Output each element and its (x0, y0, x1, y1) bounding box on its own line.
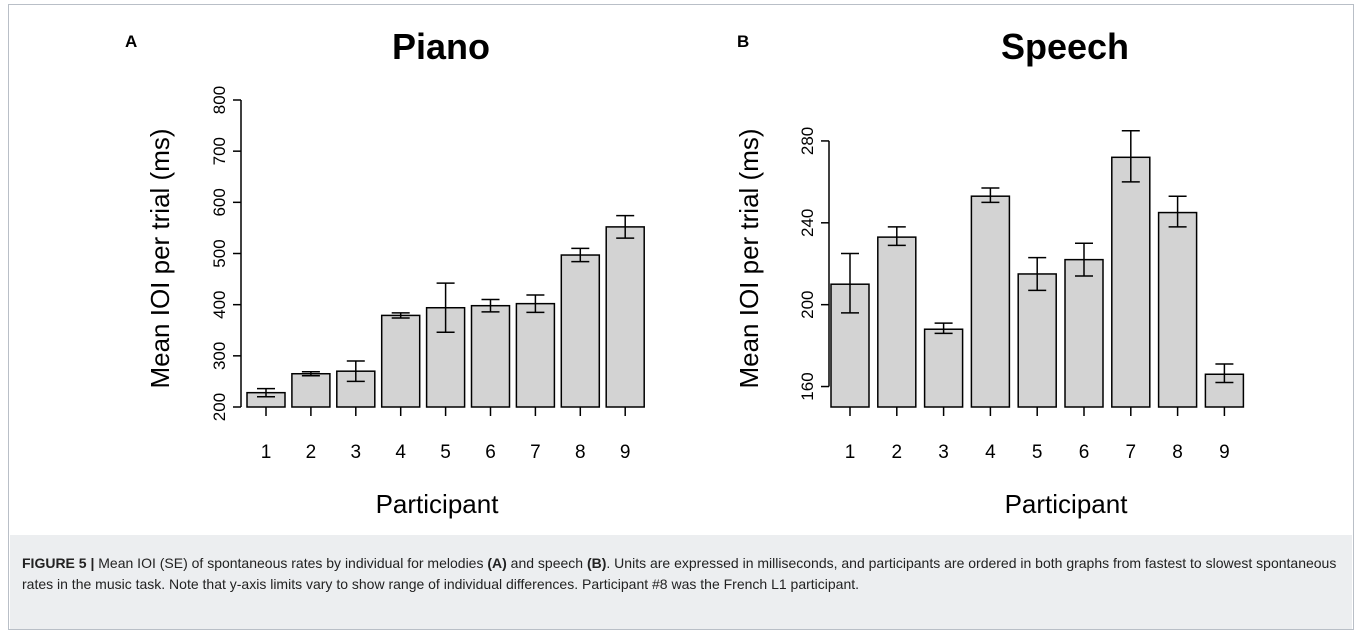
caption-ref-b: (B) (586, 555, 607, 571)
x-tick-label: 7 (530, 442, 541, 463)
x-tick-label: 3 (938, 442, 949, 463)
y-tick-label: 200 (798, 290, 817, 318)
y-tick-label: 280 (798, 127, 817, 155)
x-tick-label: 4 (985, 442, 996, 463)
x-axis-label: Participant (1005, 489, 1129, 519)
panel-a-letter: A (125, 32, 137, 51)
x-tick-label: 4 (395, 442, 406, 463)
x-tick-label: 9 (620, 442, 631, 463)
x-tick-label: 8 (575, 442, 586, 463)
x-tick-label: 2 (892, 442, 903, 463)
figure: A Piano 200 300 400 500 600 700 800 Mean IOI per … (8, 4, 1354, 630)
x-tick-label: 7 (1126, 442, 1137, 463)
bar (970, 195, 1011, 408)
caption-text-1: Mean IOI (SE) of spontaneous rates by in… (94, 555, 488, 571)
caption-ref-a: (A) (487, 555, 507, 571)
caption-figure-label: FIGURE 5 | (22, 555, 95, 571)
bar (605, 226, 645, 408)
x-tick-label: 2 (306, 442, 317, 463)
bar (380, 314, 421, 408)
y-tick-label: 500 (210, 239, 229, 267)
panel-b-letter: B (737, 32, 749, 51)
x-tick-label: 9 (1219, 442, 1230, 463)
x-tick-label: 5 (440, 442, 451, 463)
bar (515, 302, 556, 408)
y-tick-label: 200 (210, 393, 229, 421)
y-axis-label: Mean IOI per trial (ms) (145, 128, 175, 388)
bar (1111, 156, 1151, 408)
figure-caption: FIGURE 5 | Mean IOI (SE) of spontaneous … (10, 535, 1352, 629)
x-tick-label: 6 (1079, 442, 1090, 463)
panel-a-title: Piano (392, 26, 490, 67)
bar (470, 304, 511, 408)
chart-canvas: A Piano 200 300 400 500 600 700 800 Mean IOI per … (125, 26, 1245, 519)
caption-text-2: and speech (506, 555, 587, 571)
x-tick-label: 1 (261, 442, 272, 463)
y-axis-label: Mean IOI per trial (ms) (734, 128, 764, 388)
bar (1017, 273, 1057, 408)
caption-text-3: . Units are expressed in milliseconds, a… (22, 555, 1337, 592)
y-tick-label: 700 (210, 137, 229, 165)
x-tick-label: 3 (351, 442, 362, 463)
panel-b-speech: B Speech 160 200 240 280 Mean IOI per trial (m… (734, 26, 1245, 519)
bar (560, 254, 601, 408)
x-tick-label: 6 (485, 442, 496, 463)
y-tick-label: 300 (210, 342, 229, 370)
x-tick-label: 8 (1172, 442, 1183, 463)
y-tick-label: 160 (798, 372, 817, 400)
bar (1157, 211, 1198, 408)
x-axis-label: Participant (376, 489, 500, 519)
bar (1064, 258, 1104, 408)
x-tick-label: 5 (1032, 442, 1043, 463)
bar (291, 372, 331, 408)
y-tick-label: 400 (210, 290, 229, 318)
panel-b-title: Speech (1001, 26, 1129, 67)
bar (877, 236, 917, 408)
x-tick-label: 1 (845, 442, 856, 463)
panel-a-piano: A Piano 200 300 400 500 600 700 800 Mean IOI per … (125, 26, 645, 519)
y-tick-label: 600 (210, 188, 229, 216)
y-tick-label: 240 (798, 209, 817, 237)
y-tick-label: 800 (210, 86, 229, 114)
bar (923, 328, 964, 408)
